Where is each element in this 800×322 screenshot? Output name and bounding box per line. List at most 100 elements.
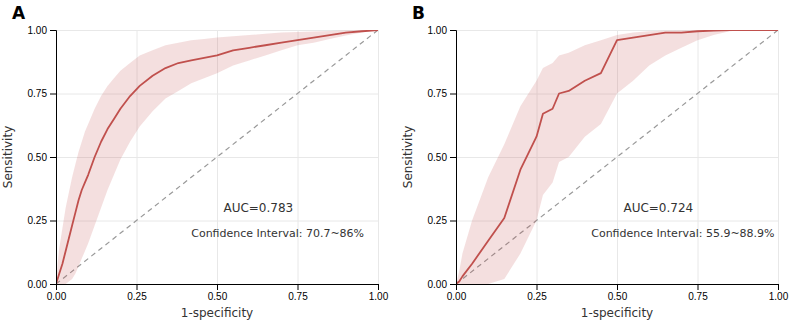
x-tick: 0.50 bbox=[608, 284, 628, 302]
plot-area bbox=[56, 30, 378, 284]
y-tick-label: 1.00 bbox=[28, 25, 48, 36]
x-tick-label: 0.00 bbox=[47, 291, 67, 302]
grid-tick bbox=[378, 30, 379, 284]
x-tick: 0.25 bbox=[127, 284, 147, 302]
y-axis-title: Sensitivity bbox=[1, 126, 15, 188]
x-tick-label: 0.75 bbox=[688, 291, 708, 302]
x-tick: 0.75 bbox=[288, 284, 308, 302]
x-tick: 1.00 bbox=[369, 284, 389, 302]
panel: 0.00 0.25 0.50 0.75 1.00 0.00 0.25 0.50 0.75 1.00… bbox=[1, 3, 389, 320]
reference-line bbox=[456, 30, 778, 284]
x-axis-line bbox=[57, 285, 379, 291]
x-tick-mark bbox=[137, 284, 138, 290]
y-tick: 0.00 bbox=[428, 279, 456, 290]
grid-line bbox=[378, 30, 379, 284]
confidence-band bbox=[56, 30, 378, 284]
x-tick-label: 0.25 bbox=[527, 291, 547, 302]
y-axis-line bbox=[50, 31, 57, 285]
x-tick: 0.50 bbox=[208, 284, 228, 302]
y-tick-mark bbox=[50, 30, 56, 31]
annotation: Confidence Interval: 70.7~86% bbox=[191, 227, 364, 240]
y-tick-mark bbox=[50, 94, 56, 95]
x-tick: 1.00 bbox=[769, 284, 789, 302]
x-tick-label: 0.50 bbox=[608, 291, 628, 302]
y-tick: 1.00 bbox=[28, 25, 56, 36]
confidence-band bbox=[456, 30, 778, 284]
roc-line bbox=[56, 30, 378, 284]
x-tick-mark bbox=[537, 284, 538, 290]
plot-area bbox=[456, 30, 778, 284]
y-tick-label: 1.00 bbox=[428, 25, 448, 36]
y-tick-label: 0.75 bbox=[428, 88, 448, 99]
x-tick-mark bbox=[778, 284, 779, 290]
x-tick-mark bbox=[378, 284, 379, 290]
y-tick-mark bbox=[50, 221, 56, 222]
y-axis: 0.00 0.25 0.50 0.75 1.00 bbox=[428, 25, 457, 290]
y-tick-label: 0.00 bbox=[428, 279, 448, 290]
reference-line bbox=[56, 30, 378, 284]
x-grid bbox=[457, 30, 779, 284]
annotation: AUC=0.724 bbox=[623, 201, 693, 215]
y-tick-label: 0.25 bbox=[428, 215, 448, 226]
x-tick-label: 1.00 bbox=[769, 291, 789, 302]
panel-title: B bbox=[412, 3, 425, 23]
y-tick-mark bbox=[450, 30, 456, 31]
annotation: AUC=0.783 bbox=[223, 201, 293, 215]
y-tick: 0.00 bbox=[28, 279, 56, 290]
grid-tick bbox=[56, 30, 378, 31]
y-tick-label: 0.25 bbox=[28, 215, 48, 226]
grid-line bbox=[56, 30, 378, 31]
y-tick-label: 0.50 bbox=[428, 152, 448, 163]
y-axis-line bbox=[450, 31, 457, 285]
y-tick-mark bbox=[50, 157, 56, 158]
y-tick-label: 0.75 bbox=[28, 88, 48, 99]
grid-line bbox=[56, 221, 378, 222]
y-tick: 1.00 bbox=[428, 25, 456, 36]
y-tick-mark bbox=[450, 284, 456, 285]
x-tick-label: 0.75 bbox=[288, 291, 308, 302]
y-tick-mark bbox=[450, 221, 456, 222]
grid-line bbox=[778, 30, 779, 284]
y-tick: 0.25 bbox=[428, 215, 456, 226]
grid-line bbox=[456, 94, 778, 95]
grid-tick bbox=[778, 30, 779, 284]
y-tick: 0.25 bbox=[28, 215, 56, 226]
x-tick-label: 0.00 bbox=[447, 291, 467, 302]
x-tick-mark bbox=[617, 284, 618, 290]
panel-title: A bbox=[12, 3, 26, 23]
x-axis-line bbox=[457, 285, 779, 291]
x-tick: 0.75 bbox=[688, 284, 708, 302]
y-axis: 0.00 0.25 0.50 0.75 1.00 bbox=[28, 25, 57, 290]
x-tick: 0.00 bbox=[447, 284, 467, 302]
y-tick-label: 0.50 bbox=[28, 152, 48, 163]
x-axis-title: 1-specificity bbox=[581, 306, 653, 320]
x-tick-mark bbox=[217, 284, 218, 290]
grid-tick bbox=[56, 221, 378, 222]
y-tick-mark bbox=[450, 94, 456, 95]
x-grid bbox=[57, 30, 379, 284]
y-tick-mark bbox=[50, 284, 56, 285]
panel: 0.00 0.25 0.50 0.75 1.00 0.00 0.25 0.50 0.75 1.00… bbox=[401, 3, 789, 320]
x-axis: 0.00 0.25 0.50 0.75 1.00 bbox=[447, 284, 789, 302]
figure: 0.00 0.25 0.50 0.75 1.00 0.00 0.25 0.50 0.75 1.00… bbox=[0, 0, 800, 322]
y-tick: 0.75 bbox=[28, 88, 56, 99]
x-tick-mark bbox=[298, 284, 299, 290]
x-axis: 0.00 0.25 0.50 0.75 1.00 bbox=[47, 284, 389, 302]
y-tick: 0.50 bbox=[428, 152, 456, 163]
y-axis-title: Sensitivity bbox=[401, 126, 415, 188]
grid-tick bbox=[456, 94, 778, 95]
x-tick-label: 0.50 bbox=[208, 291, 228, 302]
annotation: Confidence Interval: 55.9~88.9% bbox=[591, 227, 774, 240]
x-tick: 0.00 bbox=[47, 284, 67, 302]
x-tick-mark bbox=[698, 284, 699, 290]
y-tick: 0.50 bbox=[28, 152, 56, 163]
y-grid bbox=[456, 31, 778, 285]
y-tick-mark bbox=[450, 157, 456, 158]
y-grid bbox=[56, 31, 378, 285]
y-tick: 0.75 bbox=[428, 88, 456, 99]
x-tick-label: 1.00 bbox=[369, 291, 389, 302]
x-tick-label: 0.25 bbox=[127, 291, 147, 302]
x-tick: 0.25 bbox=[527, 284, 547, 302]
roc-line bbox=[456, 30, 778, 284]
y-tick-label: 0.00 bbox=[28, 279, 48, 290]
